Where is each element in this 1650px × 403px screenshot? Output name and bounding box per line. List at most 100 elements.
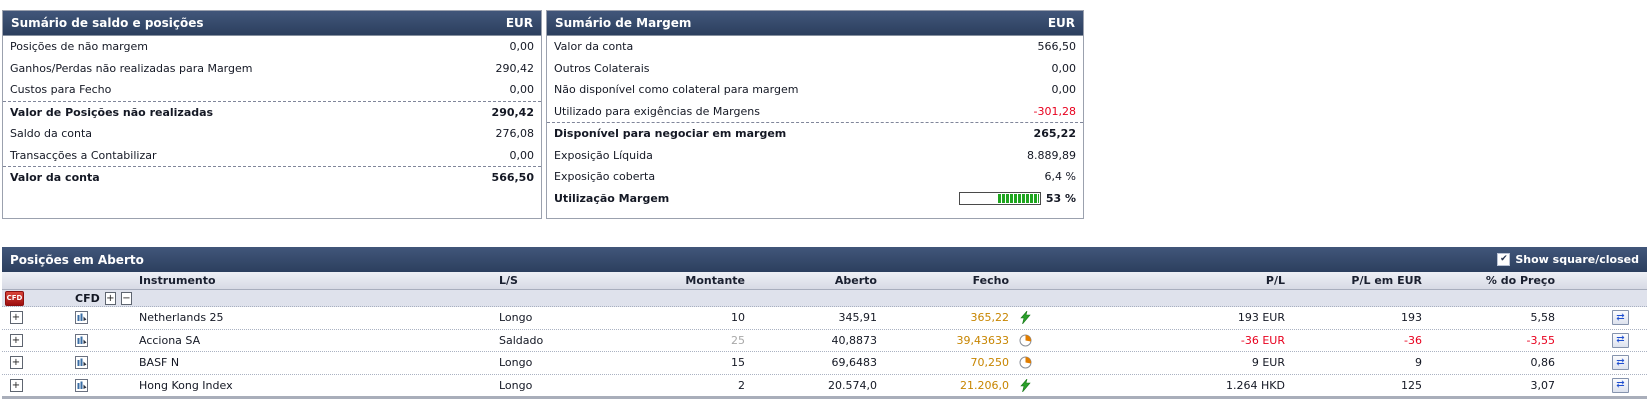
position-close-price[interactable]: 70,250 xyxy=(970,356,1010,370)
expand-row-icon[interactable]: + xyxy=(9,311,23,325)
expand-row-icon[interactable]: + xyxy=(9,356,23,370)
summary-row: Ganhos/Perdas não realizadas para Margem… xyxy=(3,58,541,80)
summary-row-label: Custos para Fecho xyxy=(10,83,112,97)
position-direction: Longo xyxy=(499,311,533,325)
instrument-chart-icon[interactable] xyxy=(75,356,88,370)
position-row[interactable]: + Netherlands 25 Longo 10 345,91 365,22 … xyxy=(2,307,1647,329)
summary-row: Não disponível como colateral para marge… xyxy=(547,79,1083,101)
summary-row-value: 0,00 xyxy=(509,40,535,54)
summary-row-label: Exposição Líquida xyxy=(554,148,653,162)
col-header-open[interactable]: Aberto xyxy=(834,274,877,287)
summary-row-label: Ganhos/Perdas não realizadas para Margem xyxy=(10,61,253,75)
expand-row-icon[interactable]: + xyxy=(9,378,23,392)
summary-row-label: Outros Colaterais xyxy=(554,61,650,75)
position-row[interactable]: + Hong Kong Index Longo 2 20.574,0 21.20… xyxy=(2,373,1647,396)
swap-arrows-icon: ⇄ xyxy=(1616,334,1625,346)
summary-row-label: Exposição coberta xyxy=(554,170,656,184)
balance-panel-header: Sumário de saldo e posições EUR xyxy=(3,11,541,36)
position-pl-eur: 9 xyxy=(1415,356,1422,370)
show-square-closed-toggle[interactable]: ✔ Show square/closed xyxy=(1497,253,1639,266)
expand-all-icon[interactable]: + xyxy=(104,291,116,305)
checkbox-checked-icon[interactable]: ✔ xyxy=(1497,253,1511,266)
summary-row-value: 8.889,89 xyxy=(1027,148,1076,162)
show-square-closed-label: Show square/closed xyxy=(1515,253,1639,266)
square-position-button[interactable]: ⇄ xyxy=(1612,310,1629,326)
summary-row-value: 265,22 xyxy=(1033,127,1076,141)
summary-row-value: 6,4 % xyxy=(1044,170,1076,184)
square-position-button[interactable]: ⇄ xyxy=(1612,377,1629,393)
position-pct-price: 3,07 xyxy=(1530,378,1556,392)
summary-row-value: 0,00 xyxy=(1051,83,1077,97)
margin-summary-panel: Sumário de Margem EUR Valor da conta 566… xyxy=(546,10,1084,219)
summary-row: Exposição Líquida 8.889,89 xyxy=(547,145,1083,167)
position-pct-price: 5,58 xyxy=(1530,311,1556,325)
summary-row: Utilizado para exigências de Margens -30… xyxy=(547,101,1083,123)
summary-row-value: 276,08 xyxy=(495,127,535,141)
instrument-chart-icon[interactable] xyxy=(75,311,88,325)
balance-summary-panel: Sumário de saldo e posições EUR Posições… xyxy=(2,10,542,219)
balance-panel-title: Sumário de saldo e posições xyxy=(11,16,204,30)
summary-row: Valor de Posições não realizadas 290,42 xyxy=(3,100,541,124)
square-position-button[interactable]: ⇄ xyxy=(1612,355,1629,371)
square-position-button[interactable]: ⇄ xyxy=(1612,332,1629,348)
summary-row-label: Saldo da conta xyxy=(10,127,93,141)
summary-row-value: 290,42 xyxy=(495,61,535,75)
position-amount: 15 xyxy=(731,356,745,370)
position-amount: 10 xyxy=(731,311,745,325)
collapse-all-icon[interactable]: − xyxy=(120,291,132,305)
position-pct-price: 0,86 xyxy=(1530,356,1556,370)
position-open-price: 345,91 xyxy=(838,311,878,325)
position-open-price: 69,6483 xyxy=(831,356,878,370)
cfd-group-label: CFD xyxy=(75,291,100,305)
instrument-name[interactable]: BASF N xyxy=(139,356,180,370)
summary-row-value: 0,00 xyxy=(509,148,535,162)
summary-row: Posições de não margem 0,00 xyxy=(3,36,541,58)
col-header-pl[interactable]: P/L xyxy=(1265,274,1285,287)
summary-row-label: Utilizado para exigências de Margens xyxy=(554,104,760,118)
position-direction: Longo xyxy=(499,378,533,392)
position-row[interactable]: + BASF N Longo 15 69,6483 70,250 9 EUR 9… xyxy=(2,351,1647,374)
position-pl-eur: 193 xyxy=(1401,311,1422,325)
summary-row: Valor da conta 566,50 xyxy=(3,166,541,189)
col-header-close[interactable]: Fecho xyxy=(972,274,1009,287)
summary-row-value: 0,00 xyxy=(509,83,535,97)
instrument-name[interactable]: Hong Kong Index xyxy=(139,378,233,392)
delayed-price-icon xyxy=(1019,356,1031,369)
instrument-name[interactable]: Acciona SA xyxy=(139,333,201,347)
position-close-price[interactable]: 21.206,0 xyxy=(960,378,1009,392)
position-pl-eur: -36 xyxy=(1404,333,1422,347)
position-close-price[interactable]: 365,22 xyxy=(970,311,1010,325)
col-header-pl-eur[interactable]: P/L em EUR xyxy=(1351,274,1422,287)
swap-arrows-icon: ⇄ xyxy=(1616,379,1625,391)
col-header-amount[interactable]: Montante xyxy=(685,274,745,287)
col-header-ls[interactable]: L/S xyxy=(499,274,518,287)
position-amount: 2 xyxy=(738,378,745,392)
position-pl: 193 EUR xyxy=(1237,311,1285,325)
col-header-pct[interactable]: % do Preço xyxy=(1485,274,1555,287)
position-amount: 25 xyxy=(731,333,745,347)
swap-arrows-icon: ⇄ xyxy=(1616,311,1625,323)
margin-panel-currency: EUR xyxy=(1047,16,1075,30)
position-close-price[interactable]: 39,43633 xyxy=(956,333,1010,347)
expand-row-icon[interactable]: + xyxy=(9,333,23,347)
summary-row-label: Valor da conta xyxy=(554,40,634,54)
position-open-price: 40,8873 xyxy=(831,333,878,347)
summary-row: Custos para Fecho 0,00 xyxy=(3,79,541,101)
col-header-instrument[interactable]: Instrumento xyxy=(139,274,216,287)
delayed-price-icon xyxy=(1019,334,1031,347)
margin-utilization-bar xyxy=(958,191,1041,205)
margin-panel-title: Sumário de Margem xyxy=(555,16,692,30)
margin-utilization-value: 53 % xyxy=(1045,191,1076,205)
positions-column-headers: Instrumento L/S Montante Aberto Fecho P/… xyxy=(2,272,1647,290)
instrument-chart-icon[interactable] xyxy=(75,333,88,347)
instrument-chart-icon[interactable] xyxy=(75,378,88,392)
position-row[interactable]: + Acciona SA Saldado 25 40,8873 39,43633… xyxy=(2,328,1647,351)
summary-row-value: 290,42 xyxy=(491,105,534,119)
summary-row-value: 566,50 xyxy=(1037,40,1077,54)
position-pct-price: -3,55 xyxy=(1526,333,1555,347)
position-pl: 9 EUR xyxy=(1251,356,1285,370)
summary-row-label: Valor da conta xyxy=(10,171,100,185)
summary-row: Valor da conta 566,50 xyxy=(547,36,1083,58)
instrument-name[interactable]: Netherlands 25 xyxy=(139,311,224,325)
open-positions-panel: Posições em Aberto ✔ Show square/closed … xyxy=(2,247,1647,399)
